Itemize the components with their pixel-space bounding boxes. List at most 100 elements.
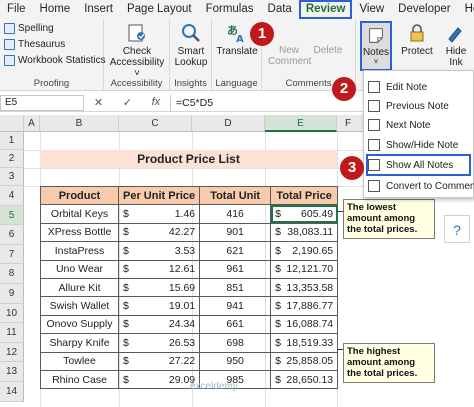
spelling-button[interactable]: Spelling xyxy=(4,23,54,34)
row-header-7[interactable]: 7 xyxy=(0,244,24,265)
menu-item-edit-note[interactable]: Edit Note xyxy=(368,78,469,96)
row-header-8[interactable]: 8 xyxy=(0,264,24,284)
row-header-1[interactable]: 1 xyxy=(0,132,24,150)
total-unit-cell[interactable]: 941 xyxy=(199,296,272,316)
header-product[interactable]: Product xyxy=(40,185,119,206)
row-header-12[interactable]: 12 xyxy=(0,342,24,363)
menu-item-show-all-notes[interactable]: Show All Notes xyxy=(366,154,471,176)
total-unit-cell[interactable]: 416 xyxy=(199,204,272,224)
row-header-11[interactable]: 11 xyxy=(0,323,24,343)
total-unit-cell[interactable]: 950 xyxy=(199,351,272,371)
row-header-14[interactable]: 14 xyxy=(0,382,24,402)
column-header-e[interactable]: E xyxy=(265,115,337,132)
select-all-corner[interactable] xyxy=(0,115,24,132)
total-price-cell[interactable]: $18,519.33 xyxy=(270,333,339,353)
column-header-a[interactable]: A xyxy=(24,115,40,132)
enter-icon[interactable]: ✓ xyxy=(122,97,132,109)
product-cell[interactable]: Swish Wallet xyxy=(40,296,119,316)
total-price-cell[interactable]: $2,190.65 xyxy=(270,241,339,261)
header-total-unit[interactable]: Total Unit xyxy=(199,185,272,206)
total-price-cell[interactable]: $28,650.13 xyxy=(270,369,339,390)
column-header-b[interactable]: B xyxy=(40,115,119,132)
total-unit-cell[interactable]: 621 xyxy=(199,241,272,261)
product-cell[interactable]: XPress Bottle xyxy=(40,222,119,243)
row-header-4[interactable]: 4 xyxy=(0,186,24,206)
total-price-cell[interactable]: $17,886.77 xyxy=(270,296,339,316)
tab-data[interactable]: Data xyxy=(267,3,292,15)
thesaurus-button[interactable]: Thesaurus xyxy=(4,39,65,50)
product-cell[interactable]: Onovo Supply xyxy=(40,314,119,335)
unit-price-cell[interactable]: $15.69 xyxy=(117,277,201,298)
workbook-statistics-button[interactable]: Workbook Statistics xyxy=(4,55,106,66)
product-cell[interactable]: Orbital Keys xyxy=(40,204,119,224)
total-unit-cell[interactable]: 851 xyxy=(199,277,272,298)
unit-price-cell[interactable]: $19.01 xyxy=(117,296,201,316)
menu-item-convert-to-comments[interactable]: Convert to Comments xyxy=(368,177,474,195)
tab-home[interactable]: Home xyxy=(39,3,71,15)
unit-price-cell[interactable]: $26.53 xyxy=(117,333,201,353)
product-cell[interactable]: Sharpy Knife xyxy=(40,333,119,353)
total-price-cell[interactable]: $25,858.05 xyxy=(270,351,339,371)
check-accessibility-button[interactable]: Check Accessibility ˅ xyxy=(108,22,166,79)
row-header-2[interactable]: 2 xyxy=(0,150,24,168)
tab-help[interactable]: Help xyxy=(464,3,474,15)
total-price-cell[interactable]: $12,121.70 xyxy=(270,259,339,279)
tab-insert[interactable]: Insert xyxy=(84,3,113,15)
total-unit-cell[interactable]: 961 xyxy=(199,259,272,279)
unit-price-cell[interactable]: $1.46 xyxy=(117,204,201,224)
tab-view[interactable]: View xyxy=(359,3,385,15)
total-unit-cell[interactable]: 661 xyxy=(199,314,272,335)
column-header-c[interactable]: C xyxy=(119,115,192,132)
product-cell[interactable]: Allure Kit xyxy=(40,277,119,298)
total-price-cell[interactable]: $605.49 xyxy=(270,204,339,224)
total-unit-cell[interactable]: 901 xyxy=(199,222,272,243)
product-cell[interactable]: Rhino Case xyxy=(40,369,119,390)
menu-item-next-note[interactable]: Next Note xyxy=(368,116,469,134)
header-per-unit-price[interactable]: Per Unit Price xyxy=(117,185,201,206)
fx-icon[interactable]: fx xyxy=(151,96,161,108)
tab-formulas[interactable]: Formulas xyxy=(205,3,254,15)
menu-item-show-hide-note[interactable]: Show/Hide Note xyxy=(368,136,469,154)
delete-comment-button[interactable]: Delete xyxy=(313,45,343,56)
formula-input[interactable]: =C5*D5 xyxy=(170,94,474,111)
product-cell[interactable]: Uno Wear xyxy=(40,259,119,279)
row-header-13[interactable]: 13 xyxy=(0,362,24,382)
hide-ink-button[interactable]: Hide Ink xyxy=(438,22,474,68)
new-comment-button[interactable]: New Comment xyxy=(268,45,312,67)
unit-price-cell[interactable]: $29.09 xyxy=(117,369,201,390)
total-price-cell[interactable]: $38,083.11 xyxy=(270,222,339,243)
total-price-cell[interactable]: $16,088.74 xyxy=(270,314,339,335)
row-header-9[interactable]: 9 xyxy=(0,284,24,304)
unit-price-cell[interactable]: $27.22 xyxy=(117,351,201,371)
highest-amount-note[interactable]: The highest amount among the total price… xyxy=(343,343,435,383)
total-price-cell[interactable]: $13,353.58 xyxy=(270,277,339,298)
unit-price-cell[interactable]: $24.34 xyxy=(117,314,201,335)
row-header-5[interactable]: 5 xyxy=(0,205,24,226)
unit-price-cell[interactable]: $42.27 xyxy=(117,222,201,243)
notes-button[interactable]: Notes ˅ xyxy=(360,21,392,71)
row-header-3[interactable]: 3 xyxy=(0,168,24,186)
total-unit-cell[interactable]: 698 xyxy=(199,333,272,353)
translate-button[interactable]: あ A Translate xyxy=(216,24,258,57)
tab-file[interactable]: File xyxy=(7,3,26,15)
tab-page-layout[interactable]: Page Layout xyxy=(126,3,192,15)
tab-review[interactable]: Review xyxy=(298,0,353,19)
tab-developer[interactable]: Developer xyxy=(398,3,451,15)
name-box[interactable]: E5 xyxy=(0,94,84,111)
smart-lookup-button[interactable]: Smart Lookup xyxy=(172,22,210,68)
sheet-title-cell[interactable]: Product Price List xyxy=(40,150,337,168)
unit-price-cell[interactable]: $12.61 xyxy=(117,259,201,279)
unit-price-cell[interactable]: $3.53 xyxy=(117,241,201,261)
header-total-price[interactable]: Total Price xyxy=(270,185,339,206)
protect-button[interactable]: Protect xyxy=(398,22,436,57)
column-header-d[interactable]: D xyxy=(192,115,265,132)
row-header-6[interactable]: 6 xyxy=(0,225,24,245)
total-unit-cell[interactable]: 985 xyxy=(199,369,272,390)
product-cell[interactable]: InstaPress xyxy=(40,241,119,261)
row-header-10[interactable]: 10 xyxy=(0,303,24,324)
menu-item-previous-note[interactable]: Previous Note xyxy=(368,97,469,115)
cancel-icon[interactable]: ✕ xyxy=(93,97,104,109)
product-cell[interactable]: Towlee xyxy=(40,351,119,371)
help-icon[interactable]: ? xyxy=(444,215,470,243)
lowest-amount-note[interactable]: The lowest amount among the total prices… xyxy=(343,199,435,239)
